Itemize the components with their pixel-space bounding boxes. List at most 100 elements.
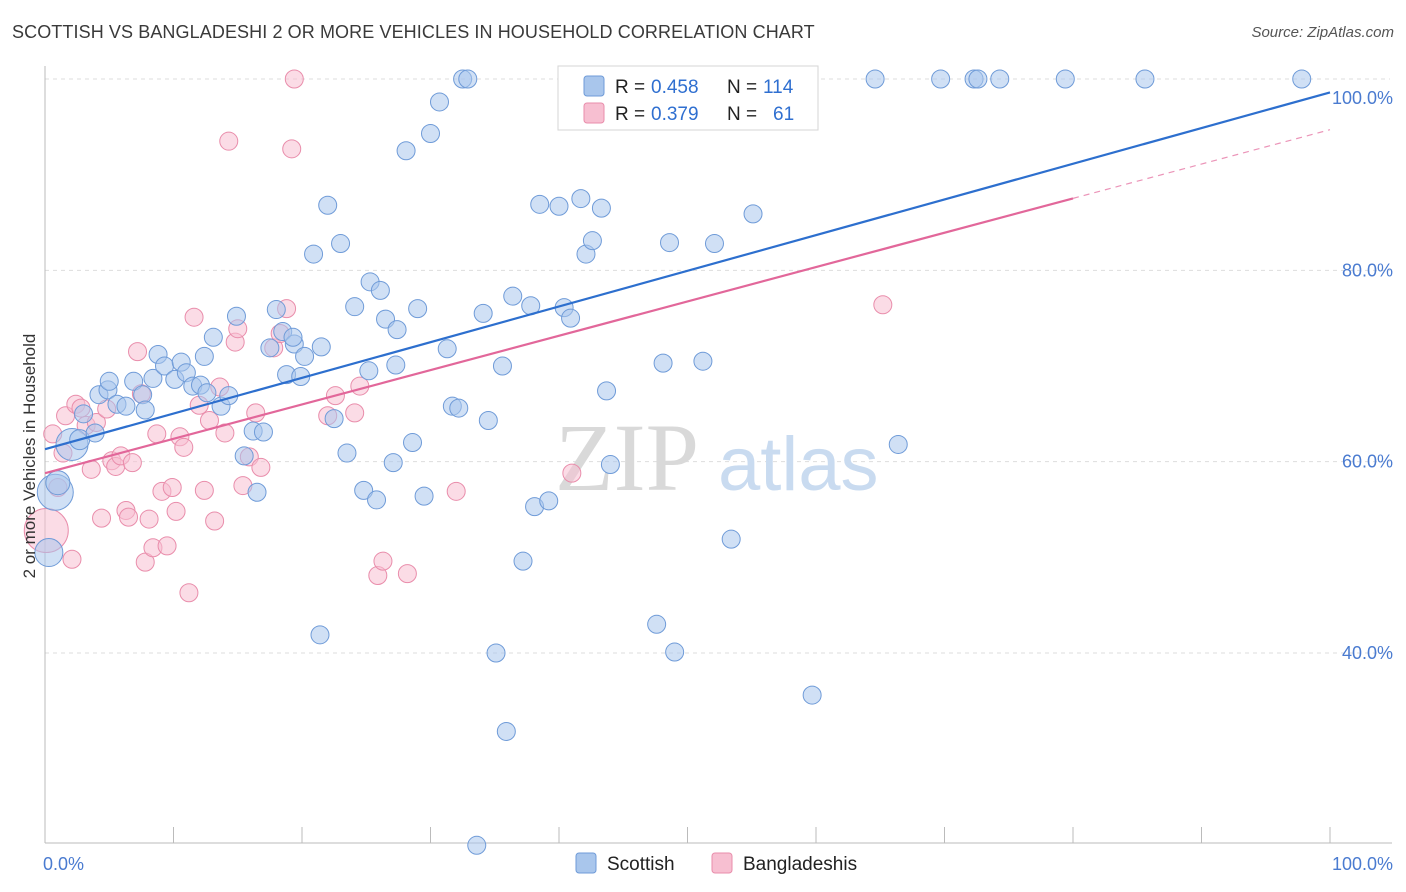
bangladeshi-n-label: N = xyxy=(727,104,757,125)
scottish-point xyxy=(429,92,449,112)
scottish-point xyxy=(449,398,469,418)
legend-bangladeshi-label: Bangladeshis xyxy=(743,854,857,875)
bangladeshi-point xyxy=(284,69,304,89)
scottish-point xyxy=(247,482,267,502)
source-credit: Source: ZipAtlas.com xyxy=(1251,24,1394,41)
scottish-point xyxy=(124,371,144,391)
series-legend: Scottish Bangladeshis xyxy=(575,852,857,875)
bangladeshi-point xyxy=(397,564,417,584)
scottish-point xyxy=(414,486,434,506)
scottish-point xyxy=(721,529,741,549)
bangladeshi-point xyxy=(119,507,139,527)
scottish-point xyxy=(647,614,667,634)
scottish-point xyxy=(437,339,457,359)
scottish-point xyxy=(370,280,390,300)
scottish-point xyxy=(203,327,223,347)
grid-lines xyxy=(45,78,1390,654)
scottish-point xyxy=(421,124,440,144)
scottish-point xyxy=(492,356,512,376)
bangladeshi-point xyxy=(157,536,177,556)
watermark: ZIP atlas xyxy=(555,404,879,511)
scottish-point xyxy=(743,204,763,224)
scottish-r-value: 0.458 xyxy=(651,77,699,98)
bangladeshi-point xyxy=(166,501,186,521)
scottish-point xyxy=(1135,69,1155,89)
scottish-point xyxy=(310,625,330,645)
scottish-point xyxy=(653,353,673,373)
scottish-point xyxy=(367,490,387,510)
scottish-point xyxy=(704,234,724,254)
bangladeshi-point xyxy=(122,453,142,473)
scottish-point xyxy=(266,300,286,320)
scottish-point xyxy=(660,233,680,253)
bangladeshi-point xyxy=(446,481,466,501)
scottish-swatch xyxy=(583,75,605,97)
scottish-point xyxy=(467,835,487,855)
bangladeshi-point xyxy=(179,583,199,603)
scottish-point xyxy=(693,351,713,371)
scottish-point xyxy=(143,368,163,388)
scottish-point xyxy=(865,69,885,89)
bangladeshi-point xyxy=(139,509,159,529)
scottish-trend-line xyxy=(44,91,1331,451)
scottish-point xyxy=(496,721,516,741)
scottish-point xyxy=(396,141,416,161)
axes: 40.0% 60.0% 80.0% 100.0% 0.0% 100.0% xyxy=(43,66,1393,874)
scottish-point xyxy=(539,491,559,511)
scottish-point xyxy=(1055,69,1075,89)
bangladeshi-point xyxy=(373,551,393,571)
y-axis-label: 2 or more Vehicles in Household xyxy=(20,334,39,579)
scottish-point xyxy=(600,455,620,475)
bangladeshi-r-value: 0.379 xyxy=(651,104,699,125)
scottish-point xyxy=(931,69,951,89)
bangladeshi-point xyxy=(147,424,167,444)
scottish-point xyxy=(295,346,315,366)
scottish-point xyxy=(34,538,64,568)
scottish-point xyxy=(1292,69,1312,89)
scottish-point xyxy=(354,480,374,500)
scottish-point xyxy=(990,69,1010,89)
bangladeshi-trend-extension xyxy=(1072,129,1331,199)
bangladeshi-point xyxy=(92,508,112,528)
scottish-point xyxy=(486,643,506,663)
x-tick-label-min: 0.0% xyxy=(43,854,84,874)
scottish-point xyxy=(582,231,602,251)
scottish-point xyxy=(383,453,403,473)
trend-lines xyxy=(44,91,1331,475)
scottish-point xyxy=(226,306,246,326)
stats-legend: R = 0.458 N = 114 R = 0.379 N = 61 xyxy=(557,65,819,131)
scottish-point xyxy=(45,470,71,496)
bangladeshi-point xyxy=(219,131,239,151)
legend-scottish-swatch xyxy=(575,852,597,874)
bangladeshi-point xyxy=(251,457,271,477)
scottish-point xyxy=(968,69,988,89)
bangladeshi-point xyxy=(174,437,194,457)
scottish-point xyxy=(318,195,338,215)
scottish-point xyxy=(597,381,617,401)
bangladeshi-point xyxy=(128,342,148,362)
chart-title: SCOTTISH VS BANGLADESHI 2 OR MORE VEHICL… xyxy=(12,22,815,42)
bangladeshi-point xyxy=(562,463,582,483)
scottish-n-label: N = xyxy=(727,77,757,98)
scottish-point xyxy=(234,446,254,466)
scottish-point xyxy=(408,299,428,319)
scottish-point xyxy=(197,383,217,403)
scottish-n-value: 114 xyxy=(763,77,794,98)
scottish-point xyxy=(359,361,379,381)
scottish-point xyxy=(331,234,351,254)
scottish-point xyxy=(194,346,214,366)
y-tick-label: 60.0% xyxy=(1342,452,1393,472)
bangladeshi-point xyxy=(184,307,204,327)
x-tick-label-max: 100.0% xyxy=(1332,854,1393,874)
scottish-point xyxy=(345,297,365,317)
bangladeshi-point xyxy=(162,477,182,497)
scottish-point xyxy=(665,642,685,662)
scottish-point xyxy=(513,551,533,571)
bangladeshi-point xyxy=(873,295,893,315)
scottish-point xyxy=(311,337,331,357)
scottish-point xyxy=(253,422,273,442)
scottish-point xyxy=(135,400,155,420)
scottish-point xyxy=(283,327,303,347)
scottish-point xyxy=(591,198,611,218)
